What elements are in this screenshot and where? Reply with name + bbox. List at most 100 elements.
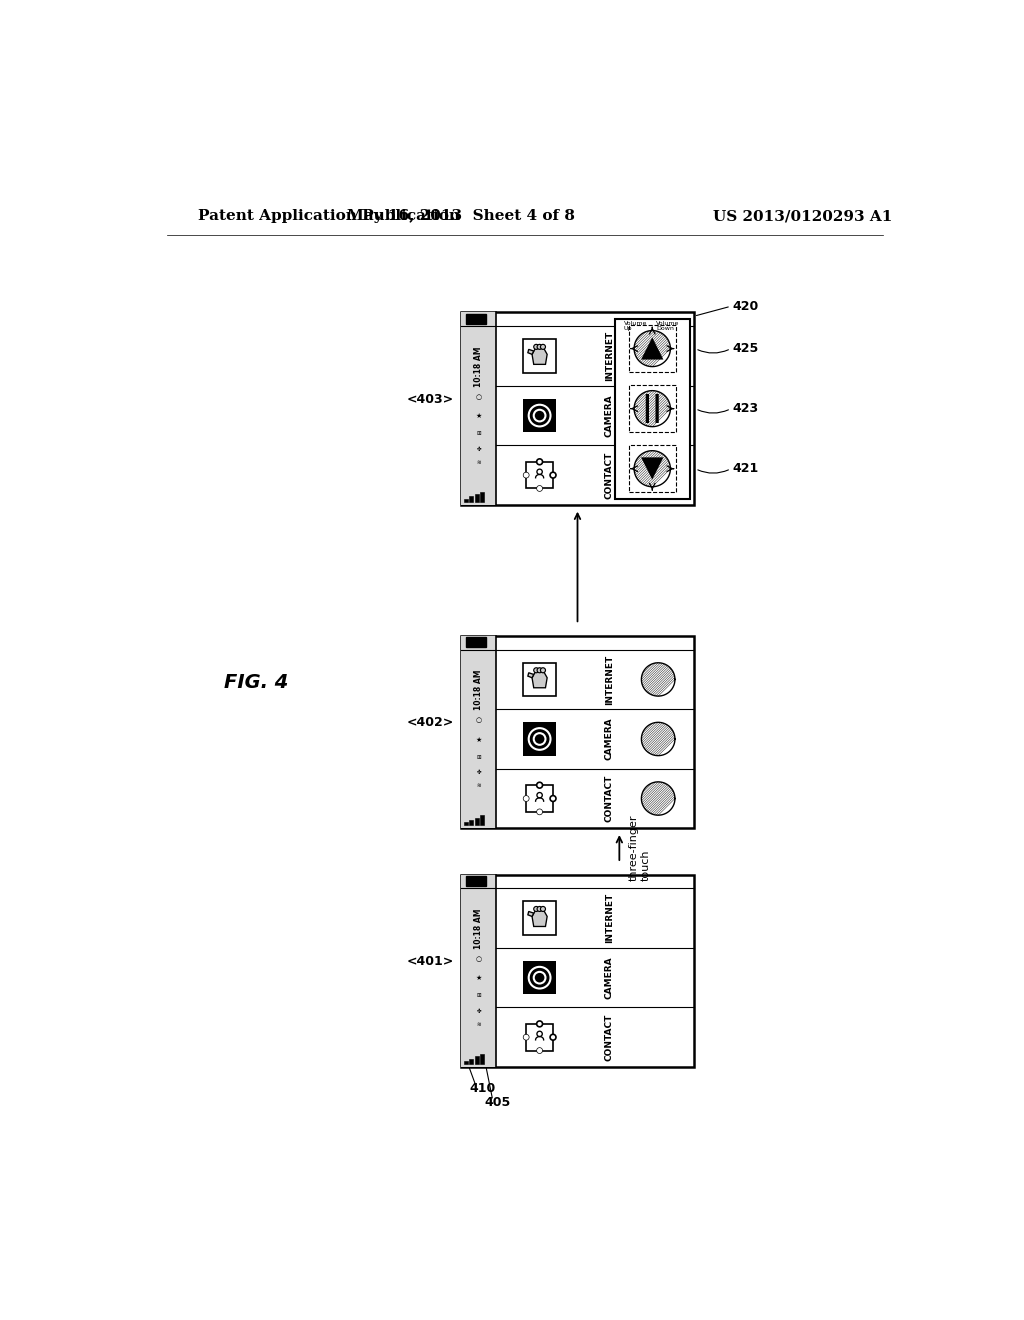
Text: ✤: ✤ [476,770,481,775]
Circle shape [534,907,539,912]
Text: ≋: ≋ [476,461,481,465]
Text: ○: ○ [475,718,481,723]
Bar [526,462,553,488]
Circle shape [537,469,543,474]
Bar [467,314,485,323]
Text: 10:18 AM: 10:18 AM [474,908,483,949]
Polygon shape [641,781,675,816]
Text: 10:18 AM: 10:18 AM [474,346,483,387]
Circle shape [537,907,542,912]
Bar [629,445,676,492]
Text: FIG. 4: FIG. 4 [223,672,288,692]
Text: ⊞: ⊞ [476,432,481,436]
Text: ||: || [641,395,663,424]
Bar [469,496,473,502]
Polygon shape [634,450,671,487]
Bar [464,499,468,502]
Bar [614,318,690,499]
Polygon shape [634,330,671,367]
Text: 421: 421 [732,462,759,475]
Text: ○: ○ [475,395,481,400]
Text: INTERNET: INTERNET [605,655,613,705]
Text: ✤: ✤ [476,1008,481,1014]
Circle shape [537,792,543,797]
Circle shape [550,1035,556,1040]
Text: US 2013/0120293 A1: US 2013/0120293 A1 [713,209,892,223]
Bar [523,902,556,935]
Text: <403>: <403> [407,392,454,405]
Text: 410: 410 [469,1082,496,1096]
Bar [526,1024,553,1051]
Bar [467,876,485,886]
Text: May 16, 2013  Sheet 4 of 8: May 16, 2013 Sheet 4 of 8 [347,209,575,223]
Circle shape [537,809,543,814]
Bar [523,339,556,372]
Polygon shape [532,671,547,688]
Bar [475,494,479,502]
Text: CAMERA: CAMERA [605,718,613,760]
Text: ★: ★ [475,413,482,420]
Bar [629,385,676,432]
Bar [461,313,496,506]
Text: ★: ★ [475,975,482,982]
Text: <401>: <401> [407,954,454,968]
Circle shape [541,345,546,350]
Bar [523,722,556,755]
Polygon shape [527,912,534,916]
Bar [629,325,676,372]
Circle shape [534,668,539,673]
Circle shape [537,345,542,350]
Circle shape [550,796,556,801]
Bar [461,636,496,829]
Text: ≋: ≋ [476,784,481,788]
Polygon shape [641,722,675,755]
Bar [469,1059,473,1064]
Circle shape [537,486,543,491]
Text: ▼: ▼ [641,454,664,483]
Text: ⊞: ⊞ [476,755,481,759]
Text: CONTACT: CONTACT [605,1014,613,1061]
Text: three-finger
touch: three-finger touch [629,814,650,880]
Polygon shape [532,347,547,364]
Bar [467,638,485,647]
Text: ★: ★ [475,737,482,743]
Text: 423: 423 [732,403,759,416]
Circle shape [537,1031,543,1036]
Bar [461,636,693,829]
Bar [523,961,556,994]
Bar [480,492,484,502]
Text: ○: ○ [475,956,481,962]
Bar [537,400,543,403]
Text: INTERNET: INTERNET [605,331,613,381]
Text: Volume
Up: Volume Up [624,321,647,331]
Bar [469,820,473,825]
Text: ▲: ▲ [641,334,664,363]
Bar [461,875,496,1067]
Circle shape [537,668,542,673]
Circle shape [523,473,529,478]
Circle shape [537,459,543,465]
Polygon shape [527,350,534,354]
Bar [537,723,543,726]
Text: 405: 405 [484,1096,511,1109]
Polygon shape [532,909,547,927]
Circle shape [523,1035,529,1040]
Text: 425: 425 [732,342,759,355]
Bar [523,399,556,432]
Text: 420: 420 [732,300,759,313]
Circle shape [541,668,546,673]
Circle shape [541,907,546,912]
Bar [464,822,468,825]
Circle shape [537,1020,543,1027]
Bar [523,663,556,696]
Bar [475,817,479,825]
Text: ≋: ≋ [476,1022,481,1027]
Text: CONTACT: CONTACT [605,451,613,499]
Text: Patent Application Publication: Patent Application Publication [198,209,460,223]
Circle shape [537,1048,543,1053]
Text: 10:18 AM: 10:18 AM [474,669,483,710]
Polygon shape [634,391,671,426]
Circle shape [550,473,556,478]
Circle shape [523,796,529,801]
Bar [537,962,543,965]
